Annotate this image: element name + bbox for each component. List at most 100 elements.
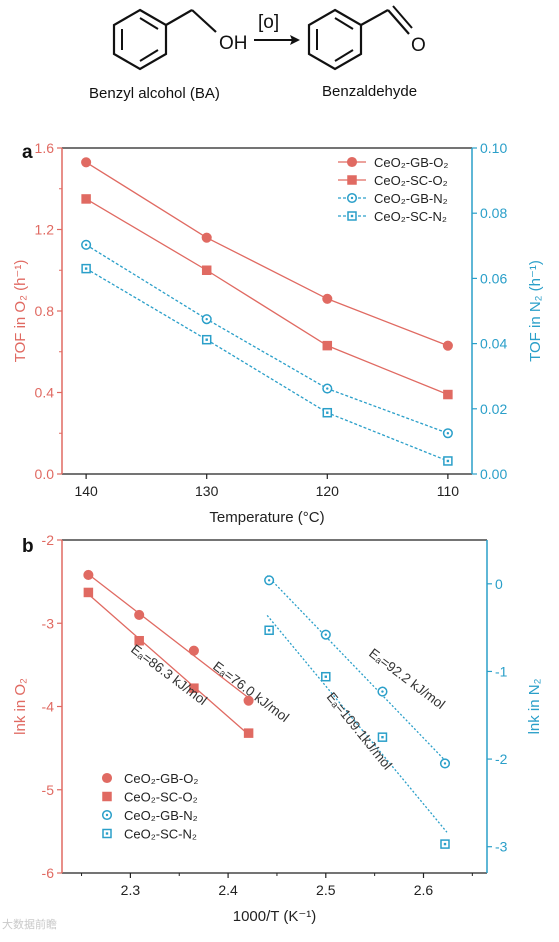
- panel-b-point-dot: [443, 762, 447, 765]
- panel-a-chart: a 140 130 120 110 Temperature (°C) 0.0 0.4 0.8 1.…: [12, 140, 544, 526]
- panel-a-left-tick-label: 1.2: [35, 222, 55, 238]
- panel-a-point-dot: [205, 338, 208, 341]
- ch2-bond-2: [191, 9, 217, 33]
- panel-b-point-dot: [324, 675, 327, 678]
- panel-a-point: [443, 389, 453, 400]
- panel-a-x-tick-label: 110: [437, 483, 460, 499]
- panel-a-right-tick-label: 0.04: [480, 336, 507, 352]
- panel-b-x-tick-label: 2.3: [121, 882, 141, 898]
- panel-b-right-tick-label: -1: [495, 663, 508, 679]
- panel-b-left-tick-label: -2: [42, 532, 55, 548]
- panel-b-x-tick-label: 2.5: [316, 882, 336, 898]
- panel-b-left-tick-label: -4: [42, 699, 55, 715]
- panel-a-left-tick-label: 0.8: [35, 303, 55, 319]
- panel-b-point: [188, 645, 199, 656]
- panel-a-right-label: TOF in N₂ (h⁻¹): [527, 260, 544, 362]
- panel-b-legend-marker: [101, 772, 113, 784]
- panel-a-label: a: [22, 142, 33, 163]
- panel-a-series-line: [85, 161, 449, 347]
- panel-a-point: [201, 265, 212, 275]
- panel-a-series-line: [85, 198, 449, 396]
- panel-b-point-dot: [443, 842, 447, 846]
- panel-a-point: [81, 194, 91, 204]
- panel-a-right-tick-label: 0.00: [480, 466, 507, 482]
- panel-b-annotation: Eₐ=109.1kJ/mol: [324, 689, 395, 772]
- co-double-bond-2: [392, 5, 413, 29]
- panel-b-x-tick-label: 2.6: [414, 882, 434, 898]
- ch2-bond-1: [165, 9, 193, 26]
- panel-b-fit-line: [266, 614, 448, 833]
- panel-b-legend-label: CeO₂-GB-N₂: [124, 808, 198, 823]
- panel-a-series-line: [85, 268, 449, 462]
- panel-a-point: [442, 340, 453, 351]
- panel-a-legend-marker-dot: [350, 214, 354, 218]
- panel-a-left-label: TOF in O₂ (h⁻¹): [12, 260, 29, 363]
- arrow-head-icon: [290, 35, 300, 45]
- product-label: Benzaldehyde: [322, 83, 417, 100]
- panel-b-x-label: 1000/T (K⁻¹): [233, 908, 317, 925]
- reaction-scheme: OH [o] O Benzyl alcohol (BA) Benzaldehyd…: [89, 5, 426, 102]
- panel-a-right-tick-label: 0.02: [480, 401, 507, 417]
- cho-bond: [360, 9, 389, 26]
- panel-a-x-tick-label: 120: [316, 483, 340, 499]
- panel-b-point: [83, 569, 94, 581]
- panel-b-left-tick-label: -6: [42, 865, 55, 881]
- panel-b-point: [83, 587, 94, 598]
- panel-a-legend-marker: [346, 156, 358, 168]
- panel-a-point-dot: [84, 243, 88, 247]
- inner-bond-3: [139, 49, 159, 62]
- o-label: O: [411, 35, 426, 56]
- panel-a-point: [322, 340, 333, 351]
- panel-b-right-label: lnk in N₂: [526, 678, 543, 734]
- panel-a-point-dot: [446, 432, 450, 435]
- panel-a-x-tick-label: 140: [74, 483, 98, 499]
- oh-label: OH: [219, 33, 248, 54]
- inner-bond-2: [139, 17, 159, 30]
- inner-bond-6: [334, 49, 354, 62]
- panel-a-point-dot: [205, 317, 208, 321]
- panel-b-point: [243, 728, 254, 738]
- panel-a-series-line: [85, 244, 449, 434]
- panel-b-left-label: lnk in O₂: [12, 678, 29, 735]
- panel-a-left-tick-label: 0.0: [35, 466, 55, 482]
- panel-b-chart: b 2.3 2.4 2.5 2.6 1000/T (K⁻¹) -6 -5 -4 -3 -2 lnk i…: [12, 532, 543, 925]
- inner-bond-5: [334, 17, 354, 30]
- co-double-bond-1: [387, 9, 410, 35]
- panel-b-point-dot: [267, 579, 271, 582]
- panel-a-x-label: Temperature (°C): [209, 509, 324, 526]
- panel-a-legend-label: CeO₂-GB-N₂: [374, 191, 448, 206]
- panel-b-fit-line: [85, 592, 251, 737]
- panel-a-point-dot: [84, 267, 88, 270]
- panel-b-point: [243, 695, 254, 706]
- panel-b-point-dot: [381, 690, 384, 693]
- panel-b-point: [189, 683, 199, 693]
- panel-b-annotation: Eₐ=76.0 kJ/mol: [210, 658, 292, 725]
- panel-b-point: [134, 635, 144, 646]
- panel-a-point-dot: [326, 411, 329, 414]
- panel-b-legend-marker-dot: [105, 813, 109, 817]
- panel-a-legend-label: CeO₂-SC-N₂: [374, 209, 447, 224]
- panel-b-legend-label: CeO₂-SC-N₂: [124, 827, 197, 842]
- panel-b-legend-label: CeO₂-GB-O₂: [124, 771, 198, 786]
- panel-a-point: [201, 232, 212, 243]
- panel-b-fit-line: [86, 572, 251, 700]
- panel-b-legend-marker: [102, 791, 112, 802]
- panel-a-point: [322, 293, 333, 304]
- reagent-label: [o]: [258, 12, 279, 33]
- panel-b-right-tick-label: -2: [495, 751, 508, 767]
- panel-b-left-tick-label: -5: [42, 782, 55, 798]
- panel-a-x-tick-label: 130: [195, 483, 219, 499]
- panel-b-fit-line: [266, 575, 448, 763]
- panel-a-legend-label: CeO₂-GB-O₂: [374, 155, 448, 170]
- panel-a-point-dot: [326, 387, 329, 390]
- panel-b-label: b: [22, 536, 34, 557]
- panel-b-point-dot: [381, 735, 384, 739]
- panel-a-legend-marker-dot: [350, 196, 354, 200]
- panel-b-point: [134, 609, 145, 620]
- panel-b-point-dot: [324, 633, 327, 636]
- panel-b-right-tick-label: -3: [495, 839, 508, 855]
- reactant-label: Benzyl alcohol (BA): [89, 85, 220, 102]
- panel-a-left-tick-label: 0.4: [35, 385, 55, 401]
